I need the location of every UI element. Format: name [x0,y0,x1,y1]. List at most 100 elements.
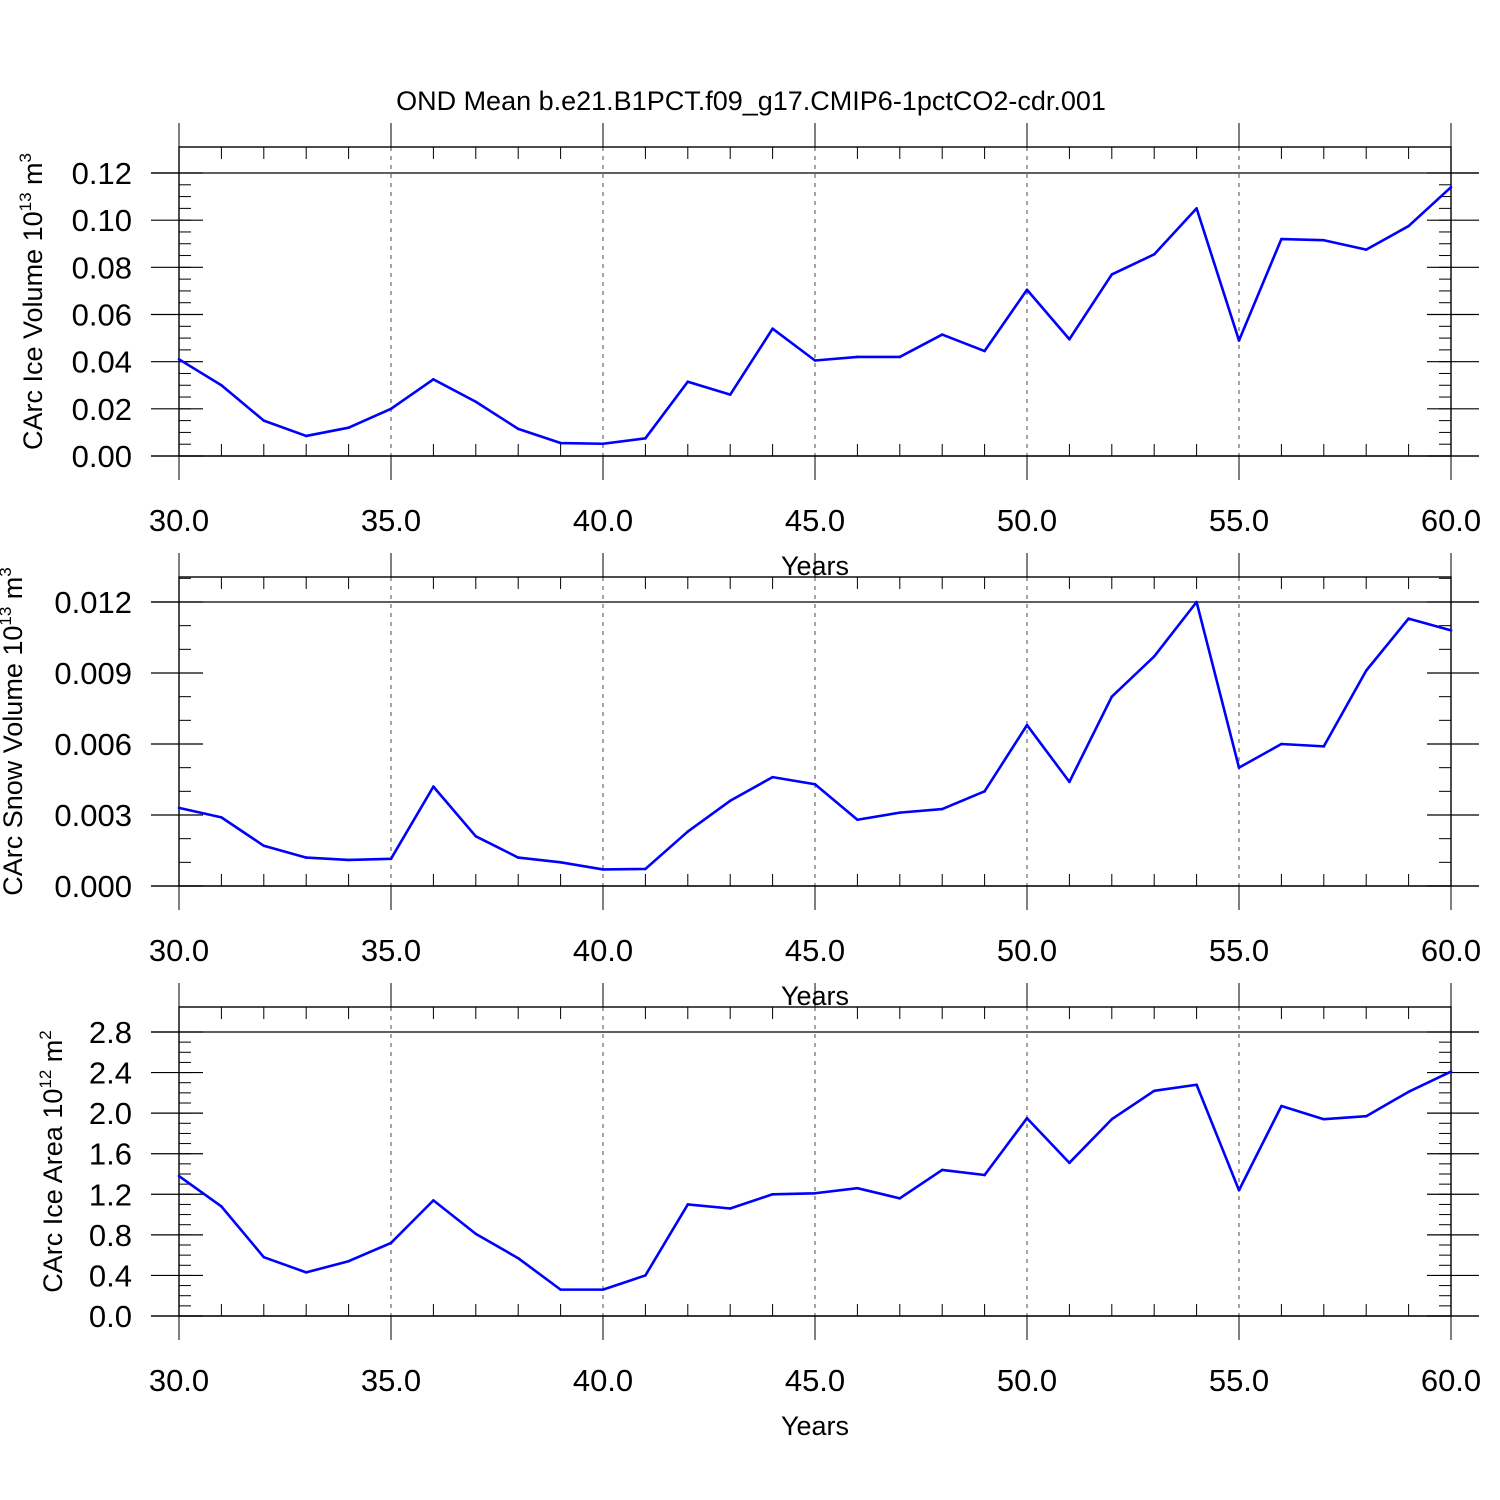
data-point [559,1288,562,1291]
data-point [898,355,902,359]
y-tick-label: 1.6 [89,1137,132,1172]
panel-3: 0.0 0.4 0.8 1.2 1.6 2.0 2.4 2.8 30.0 35.0 40.0 45.0… [36,983,1481,1441]
data-point [516,856,520,859]
data-point [1068,780,1071,784]
panel-1: 0.00 0.02 0.04 0.06 0.08 0.10 0.12 30.0 35.0 40.0… [16,123,1481,581]
data-point [728,1207,732,1210]
data-point [347,858,350,862]
x-tick-label: 40.0 [573,503,633,538]
y-tick-label: 0.10 [72,203,132,238]
data-point [559,441,562,445]
x-tick-label: 40.0 [573,933,633,968]
data-point [601,1288,605,1291]
data-point [983,1173,986,1177]
x-tick-label: 50.0 [997,503,1057,538]
data-point [1364,669,1368,672]
x-tick-label: 35.0 [361,933,421,968]
x-tick-label: 55.0 [1209,1363,1269,1398]
data-point [1195,600,1198,604]
y-tick-label: 0.8 [89,1218,132,1253]
data-point [516,1256,520,1260]
data-point [686,380,690,384]
data-point [644,867,647,871]
data-point [856,818,859,822]
y-tick-label: 0.02 [72,392,132,427]
data-point [983,349,986,353]
data-point [940,807,944,811]
y-tick-label: 0.12 [72,156,132,191]
data-point [304,856,308,859]
y-tick-label: 0.009 [54,656,132,691]
chart-title: OND Mean b.e21.B1PCT.f09_g17.CMIP6-1pctC… [396,86,1106,116]
data-point [474,1232,478,1236]
data-point [220,1205,223,1208]
y-tick-label: 2.0 [89,1096,132,1131]
data-point [1364,248,1368,251]
data-point [474,835,478,838]
data-point [728,799,732,803]
x-tick-label: 60.0 [1421,1363,1481,1398]
data-point [389,407,393,411]
x-tick-label: 35.0 [361,503,421,538]
data-point [1407,1090,1410,1094]
x-tick-label: 60.0 [1421,933,1481,968]
data-point [644,437,647,440]
y-tick-label: 2.8 [89,1015,132,1050]
data-point [1449,1070,1453,1073]
x-tick-label: 45.0 [785,1363,845,1398]
data-point [1152,655,1156,658]
x-tick-label: 55.0 [1209,933,1269,968]
data-point [1195,207,1198,210]
data-point [1152,253,1156,256]
data-point [856,1186,859,1190]
data-point [1237,766,1241,769]
x-tick-label: 60.0 [1421,503,1481,538]
data-point [771,1192,774,1196]
data-point [771,775,774,779]
data-point [898,1197,902,1200]
y-tick-label: 0.003 [54,798,132,833]
panel-2: 0.000 0.003 0.006 0.009 0.012 30.0 35.0 40.0 45.… [0,553,1481,1011]
data-point [1068,1161,1071,1165]
data-point [177,806,181,810]
data-point [474,400,478,404]
data-point [1449,185,1453,189]
data-point [1280,742,1283,746]
y-tick-label: 0.08 [72,250,132,285]
x-tick-label: 35.0 [361,1363,421,1398]
y-tick-label: 1.2 [89,1177,132,1212]
data-point [1068,337,1071,341]
data-point [559,861,562,864]
data-point [940,333,944,336]
y-tick-label: 0.012 [54,585,132,620]
data-point [262,1255,266,1259]
data-point [686,830,690,833]
y-tick-label: 0.06 [72,298,132,333]
y-tick-label: 0.4 [89,1258,132,1293]
y-tick-label: 2.4 [89,1056,132,1091]
data-point [432,785,435,788]
data-point [601,442,605,446]
data-point [1110,1117,1114,1121]
data-point [1407,224,1410,228]
data-point [686,1203,690,1206]
y-axis-label: CArc Ice Area 1012 m2 [36,1030,68,1293]
data-point [1152,1089,1156,1093]
x-tick-label: 55.0 [1209,503,1269,538]
data-point [177,1174,181,1178]
data-point [983,790,986,793]
data-point [728,393,732,396]
y-tick-label: 0.000 [54,869,132,904]
x-axis-label: Years [781,1411,849,1441]
data-point [347,1259,350,1263]
data-point [177,358,181,361]
data-point [898,811,902,814]
y-axis-label: CArc Snow Volume 1013 m3 [0,567,28,896]
x-tick-label: 30.0 [149,1363,209,1398]
x-tick-label: 50.0 [997,1363,1057,1398]
data-point [262,844,266,848]
data-point [1322,1117,1326,1121]
data-point [940,1168,944,1172]
data-point [1280,237,1283,241]
